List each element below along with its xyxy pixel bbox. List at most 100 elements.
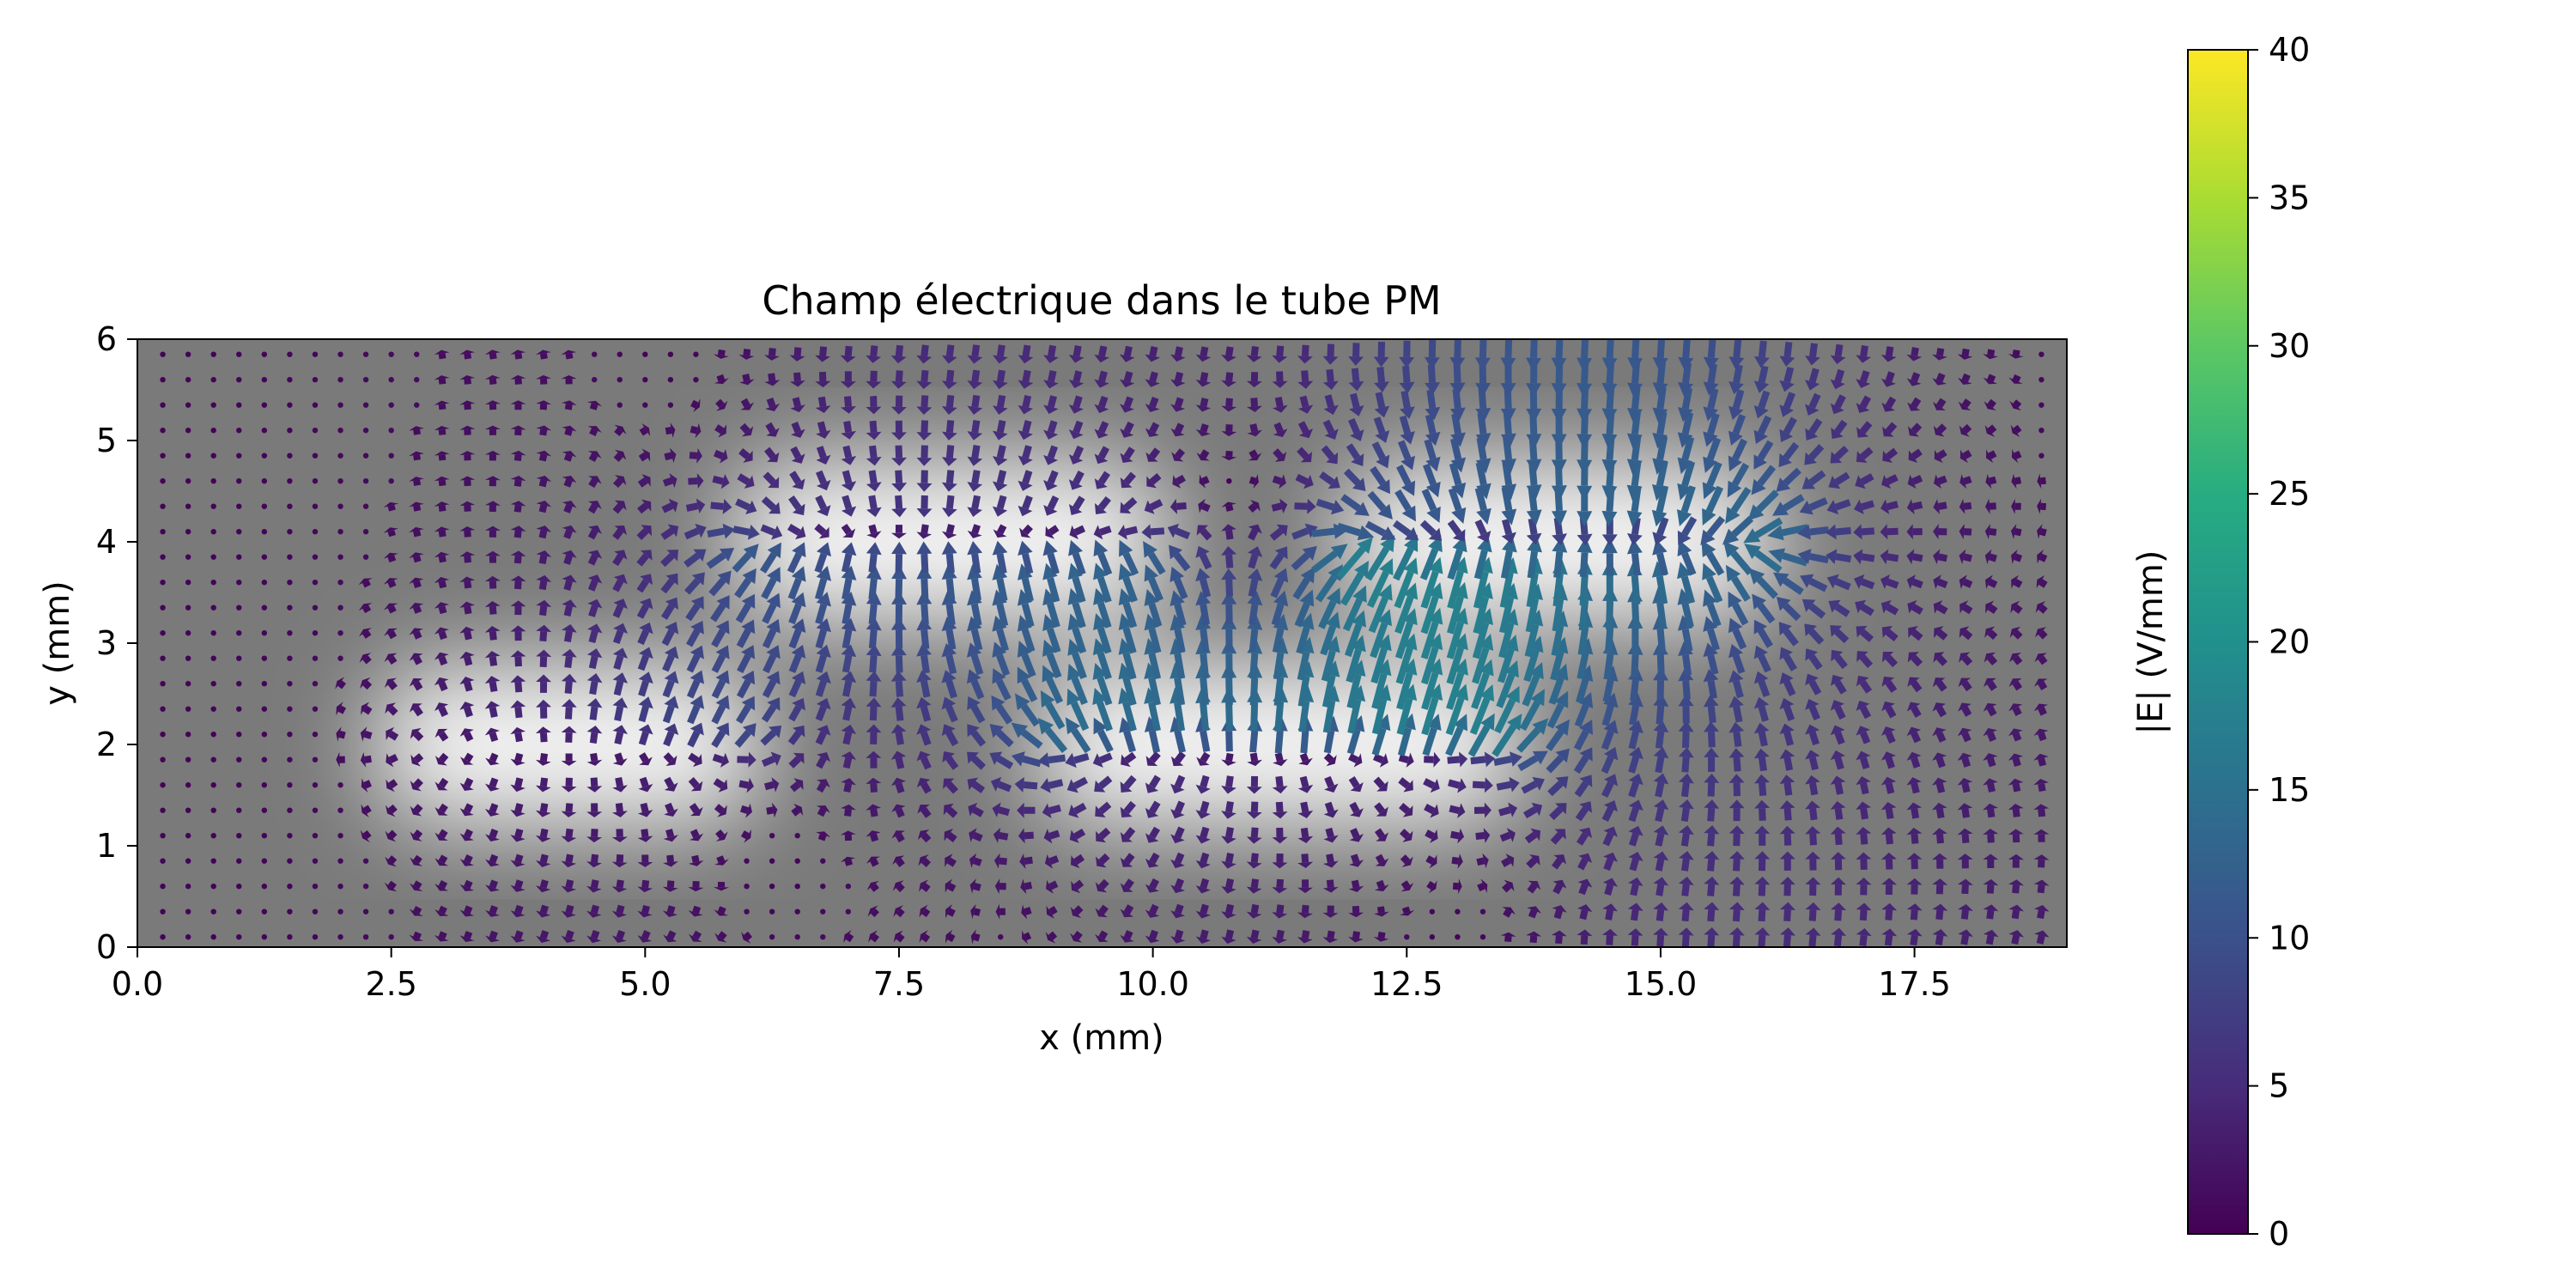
field-vector bbox=[1399, 829, 1413, 842]
field-vector bbox=[1221, 775, 1236, 794]
field-vector bbox=[484, 676, 501, 692]
field-vector bbox=[667, 377, 674, 383]
field-vector bbox=[236, 630, 242, 636]
field-vector bbox=[1779, 647, 1797, 671]
field-vector bbox=[1068, 420, 1084, 440]
field-vector bbox=[1753, 671, 1771, 698]
field-vector bbox=[1526, 931, 1542, 944]
field-vector bbox=[1779, 927, 1795, 947]
field-vector bbox=[1066, 663, 1088, 705]
field-vector bbox=[1983, 929, 1999, 945]
field-vector bbox=[1652, 339, 1668, 372]
field-vector bbox=[788, 644, 806, 673]
field-vector bbox=[715, 829, 728, 841]
field-vector bbox=[1805, 648, 1823, 671]
field-vector bbox=[1984, 424, 1997, 437]
field-vector bbox=[637, 647, 653, 671]
field-vector bbox=[1068, 395, 1084, 414]
field-vector bbox=[484, 400, 501, 410]
field-vector bbox=[1677, 516, 1698, 545]
field-vector bbox=[434, 829, 448, 841]
field-vector bbox=[1728, 670, 1744, 699]
field-vector bbox=[1095, 904, 1109, 918]
field-vector bbox=[2008, 703, 2023, 716]
field-vector bbox=[287, 503, 293, 509]
field-vector bbox=[434, 752, 449, 766]
field-vector bbox=[287, 377, 293, 383]
field-vector bbox=[2008, 778, 2024, 793]
field-vector bbox=[1371, 441, 1390, 469]
field-vector bbox=[1472, 777, 1493, 793]
field-vector bbox=[866, 524, 882, 538]
field-vector bbox=[1880, 726, 1896, 744]
field-vector bbox=[1455, 908, 1461, 914]
field-vector bbox=[1247, 752, 1263, 767]
field-vector bbox=[459, 400, 476, 410]
field-vector bbox=[945, 854, 957, 867]
field-vector bbox=[1830, 877, 1846, 896]
field-vector bbox=[586, 725, 603, 744]
field-vector bbox=[587, 550, 603, 566]
field-vector bbox=[536, 501, 552, 513]
field-vector bbox=[761, 697, 781, 723]
field-vector bbox=[1120, 827, 1136, 842]
field-vector bbox=[536, 550, 552, 565]
field-vector bbox=[713, 778, 728, 793]
field-vector bbox=[637, 622, 653, 646]
field-vector bbox=[1678, 902, 1694, 922]
field-vector bbox=[638, 696, 653, 723]
field-vector bbox=[510, 752, 526, 766]
field-vector bbox=[312, 630, 319, 636]
field-vector bbox=[713, 349, 729, 359]
field-vector bbox=[160, 756, 166, 762]
field-vector bbox=[1856, 827, 1872, 845]
field-vector bbox=[1392, 519, 1419, 541]
field-vector bbox=[1094, 775, 1113, 793]
field-vector bbox=[586, 879, 602, 893]
field-vector bbox=[459, 777, 474, 792]
field-vector bbox=[1502, 879, 1515, 893]
field-vector bbox=[1516, 718, 1549, 753]
field-vector bbox=[2033, 804, 2050, 817]
field-vector bbox=[1830, 750, 1845, 770]
field-vector bbox=[815, 725, 831, 745]
field-vector bbox=[337, 858, 343, 864]
field-vector bbox=[764, 348, 780, 361]
field-vector bbox=[160, 884, 166, 890]
field-vector bbox=[611, 904, 628, 918]
field-vector bbox=[843, 930, 854, 944]
field-vector bbox=[788, 495, 805, 516]
field-vector bbox=[1880, 599, 1899, 616]
field-vector bbox=[1425, 414, 1441, 447]
field-vector bbox=[816, 470, 831, 491]
field-vector bbox=[1983, 854, 1999, 868]
field-vector bbox=[1394, 489, 1416, 522]
y-tick-label: 4 bbox=[96, 523, 117, 561]
field-vector bbox=[1678, 877, 1694, 896]
field-vector bbox=[1404, 934, 1410, 940]
field-vector bbox=[1172, 474, 1186, 489]
field-vector bbox=[664, 776, 678, 792]
field-vector bbox=[1932, 373, 1947, 386]
field-vector bbox=[2033, 879, 2050, 894]
field-vector bbox=[1297, 879, 1314, 894]
field-vector bbox=[361, 778, 372, 793]
field-vector bbox=[969, 878, 981, 894]
field-vector bbox=[687, 695, 705, 725]
field-vector bbox=[1297, 370, 1314, 389]
field-vector bbox=[1522, 662, 1544, 707]
field-vector bbox=[236, 580, 242, 586]
field-vector bbox=[1043, 395, 1059, 415]
field-vector bbox=[1297, 930, 1313, 944]
field-vector bbox=[2033, 854, 2050, 868]
field-vector bbox=[816, 751, 831, 769]
field-vector bbox=[287, 402, 293, 408]
field-vector bbox=[841, 421, 857, 440]
field-vector bbox=[1373, 932, 1389, 942]
field-vector bbox=[536, 574, 552, 591]
field-vector bbox=[1573, 720, 1594, 751]
field-vector bbox=[1728, 851, 1745, 872]
field-vector bbox=[1653, 902, 1669, 921]
field-vector bbox=[1093, 562, 1112, 604]
